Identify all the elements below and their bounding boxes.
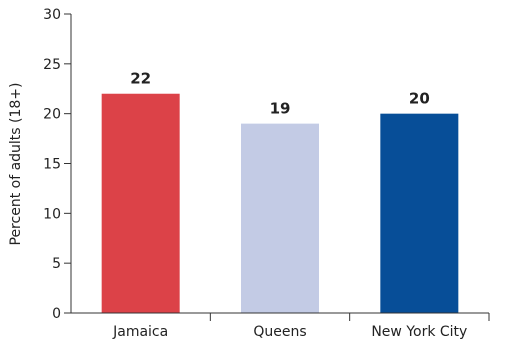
y-tick-label: 0 — [52, 306, 61, 322]
bar-queens — [241, 123, 319, 313]
x-tick-label-new-york-city: New York City — [371, 324, 467, 340]
y-tick-label: 10 — [43, 206, 61, 222]
data-label-queens: 19 — [270, 100, 291, 118]
y-tick-label: 30 — [43, 7, 61, 23]
y-tick-label: 15 — [43, 157, 61, 173]
bar-jamaica — [101, 93, 180, 313]
bar-new-york-city — [380, 113, 459, 314]
y-tick-label: 25 — [43, 57, 61, 73]
x-tick-label-jamaica: Jamaica — [112, 324, 168, 340]
x-tick-label-queens: Queens — [253, 324, 306, 340]
y-tick-label: 20 — [43, 107, 61, 123]
data-label-jamaica: 22 — [130, 70, 151, 88]
data-label-new-york-city: 20 — [409, 90, 430, 108]
y-axis-label: Percent of adults (18+) — [8, 82, 24, 245]
y-tick-label: 5 — [52, 256, 61, 272]
